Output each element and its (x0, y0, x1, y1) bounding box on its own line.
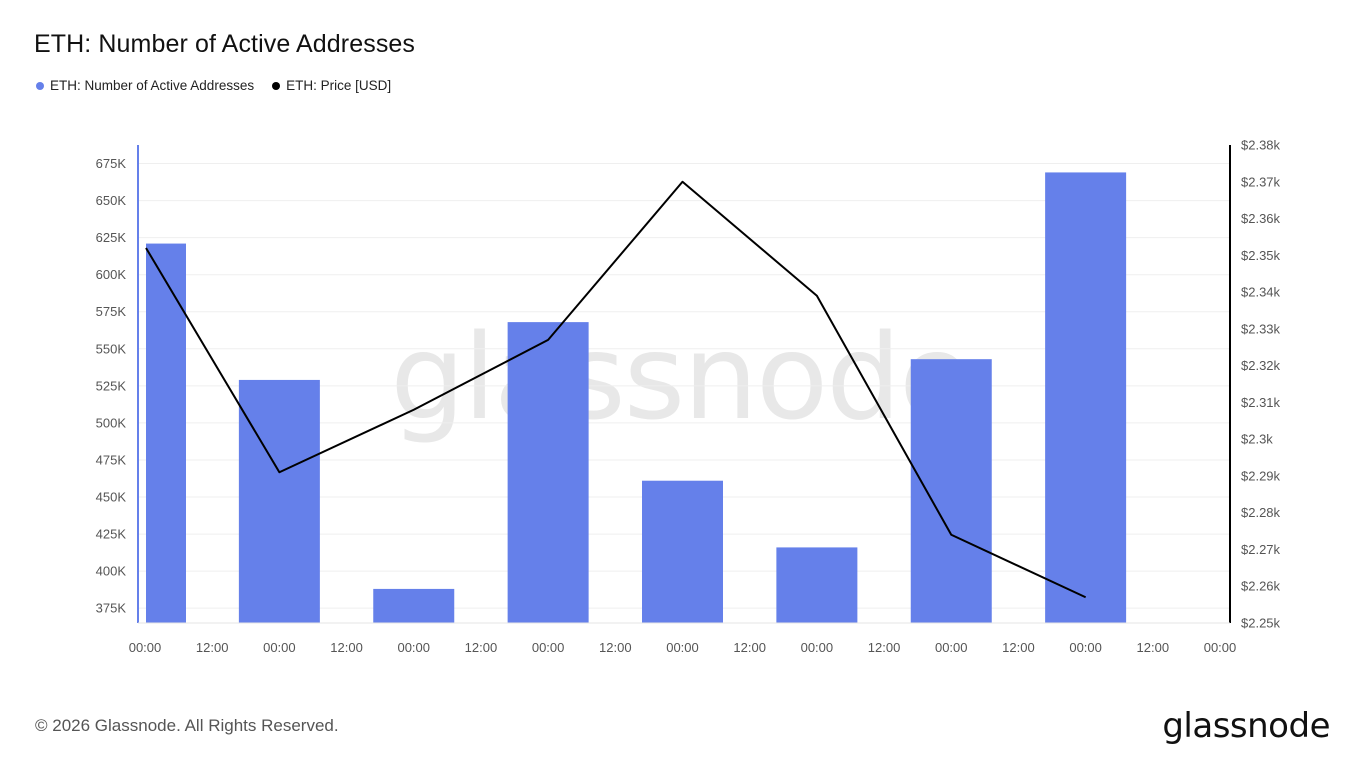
y-left-tick-label-1: 400K (96, 564, 127, 579)
bar-2 (373, 588, 455, 623)
legend-item-price[interactable]: ETH: Price [USD] (272, 78, 391, 93)
y-left-tick-label-9: 600K (96, 267, 127, 282)
bar-0 (146, 243, 186, 624)
y-right-tick-label-0: $2.25k (1241, 616, 1281, 631)
y-right-tick-label-11: $2.36k (1241, 211, 1281, 226)
x-tick-label-5: 12:00 (465, 640, 498, 655)
bar-6 (910, 359, 992, 623)
x-tick-label-1: 12:00 (196, 640, 229, 655)
y-right-tick-label-4: $2.29k (1241, 468, 1281, 483)
x-tick-label-3: 12:00 (330, 640, 363, 655)
x-tick-label-14: 00:00 (1069, 640, 1102, 655)
copyright-footer: © 2026 Glassnode. All Rights Reserved. (35, 716, 339, 735)
bar-7 (1045, 172, 1127, 623)
bar-4 (642, 480, 723, 623)
y-left-tick-label-11: 650K (96, 193, 127, 208)
y-right-tick-label-9: $2.34k (1241, 285, 1281, 300)
chart-area: glassnode 375K400K425K450K475K500K525K55… (96, 138, 1281, 656)
y-axis-right-ticks: $2.25k $2.26k $2.27k $2.28k $2.29k $2.3k $2.31… (1241, 138, 1281, 631)
x-tick-label-13: 12:00 (1002, 640, 1035, 655)
y-left-tick-label-7: 550K (96, 341, 127, 356)
legend: ETH: Number of Active Addresses ETH: Pri… (36, 78, 391, 93)
axes (137, 145, 1231, 624)
x-tick-label-11: 12:00 (868, 640, 901, 655)
bar-5 (776, 547, 858, 623)
x-tick-label-10: 00:00 (801, 640, 834, 655)
x-tick-label-0: 00:00 (129, 640, 162, 655)
y-left-tick-label-6: 525K (96, 378, 127, 393)
price-line (145, 180, 1087, 599)
x-tick-label-8: 00:00 (666, 640, 699, 655)
y-right-tick-label-1: $2.26k (1241, 579, 1281, 594)
x-tick-label-7: 12:00 (599, 640, 632, 655)
x-axis-ticks: 00:00 12:00 00:00 12:00 00:00 12:00 00:00 12:00… (129, 640, 1237, 655)
y-left-tick-label-5: 500K (96, 415, 127, 430)
y-right-tick-label-13: $2.38k (1241, 138, 1281, 153)
y-left-tick-label-8: 575K (96, 304, 127, 319)
x-tick-label-4: 00:00 (397, 640, 430, 655)
x-tick-label-2: 00:00 (263, 640, 296, 655)
chart-title: ETH: Number of Active Addresses (34, 30, 416, 58)
legend-dot-price (272, 81, 281, 90)
y-left-tick-label-2: 425K (96, 527, 127, 542)
y-left-tick-label-0: 375K (96, 601, 127, 616)
y-right-tick-label-3: $2.28k (1241, 505, 1281, 520)
y-right-tick-label-12: $2.37k (1241, 174, 1281, 189)
x-tick-label-6: 00:00 (532, 640, 565, 655)
x-tick-label-9: 12:00 (733, 640, 766, 655)
y-right-tick-label-7: $2.32k (1241, 358, 1281, 373)
y-right-tick-label-8: $2.33k (1241, 321, 1281, 336)
x-tick-label-15: 12:00 (1137, 640, 1170, 655)
y-left-tick-label-4: 475K (96, 452, 127, 467)
x-tick-label-12: 00:00 (935, 640, 968, 655)
price-line-series (145, 180, 1087, 599)
legend-label-price: ETH: Price [USD] (286, 78, 392, 93)
x-tick-label-16: 00:00 (1204, 640, 1237, 655)
bar-3 (507, 322, 589, 623)
bar-series (146, 172, 1127, 624)
glassnode-logo: glassnode (1162, 706, 1330, 746)
bar-1 (238, 379, 320, 623)
y-right-tick-label-5: $2.3k (1241, 432, 1273, 447)
y-right-tick-label-2: $2.27k (1241, 542, 1281, 557)
y-right-tick-label-6: $2.31k (1241, 395, 1281, 410)
y-axis-left-ticks: 375K 400K 425K 450K 475K 500K 525K 550K 575K 600K… (96, 156, 127, 616)
legend-dot-active-addresses (36, 81, 44, 90)
y-left-tick-label-3: 450K (96, 490, 127, 505)
y-right-tick-label-10: $2.35k (1241, 248, 1281, 263)
legend-label-active-addresses: ETH: Number of Active Addresses (50, 78, 255, 93)
y-left-tick-label-10: 625K (96, 230, 127, 245)
y-left-tick-label-12: 675K (96, 156, 127, 171)
legend-item-active-addresses[interactable]: ETH: Number of Active Addresses (36, 78, 254, 93)
